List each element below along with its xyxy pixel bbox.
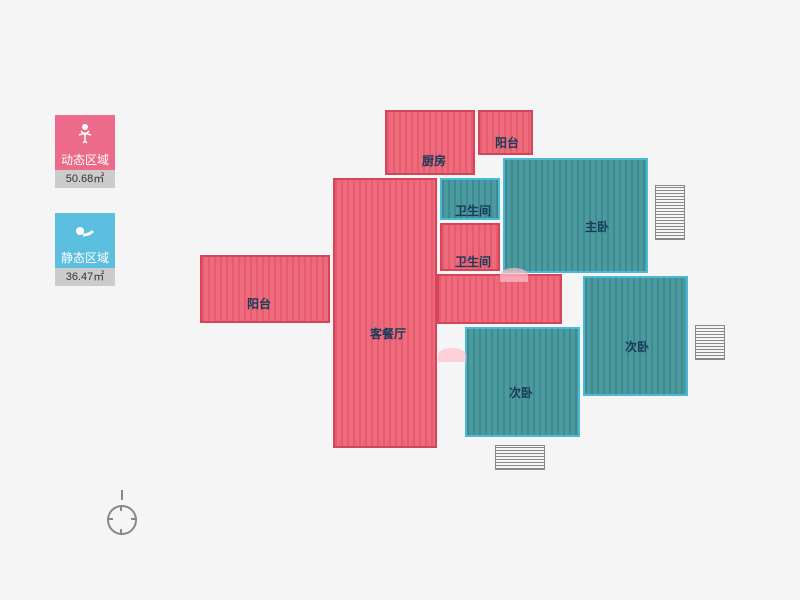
legend-static-label: 静态区域: [55, 248, 115, 268]
room-卫生间1: 卫生间: [440, 178, 500, 220]
door-swing: [438, 348, 466, 362]
window-marker: [495, 445, 545, 470]
room-次卧2: 次卧: [583, 276, 688, 396]
room-label: 卫生间: [455, 202, 491, 219]
room-label: 次卧: [509, 384, 533, 401]
room-阳台2: 阳台: [200, 255, 330, 323]
room-客餐厅: 客餐厅: [333, 178, 437, 448]
room-卫生间2: 卫生间: [440, 223, 500, 271]
room-阳台1: 阳台: [478, 110, 533, 155]
window-marker: [655, 185, 685, 240]
room-label: 次卧: [625, 338, 649, 355]
room-label: 卫生间: [455, 253, 491, 270]
room-主卧: 主卧: [503, 158, 648, 273]
door-swing: [500, 268, 528, 282]
room-label: 客餐厅: [370, 325, 406, 342]
people-icon: [55, 115, 115, 150]
compass-icon: [105, 490, 140, 535]
window-marker: [695, 325, 725, 360]
room-label: 主卧: [585, 218, 609, 235]
legend-dynamic: 动态区域 50.68㎡: [55, 115, 115, 188]
legend-dynamic-value: 50.68㎡: [55, 170, 115, 188]
room-厨房: 厨房: [385, 110, 475, 175]
room-label: 阳台: [247, 295, 271, 312]
room-次卧1: 次卧: [465, 327, 580, 437]
room-label: 阳台: [495, 134, 519, 151]
legend-panel: 动态区域 50.68㎡ 静态区域 36.47㎡: [55, 115, 115, 311]
floorplan-container: 厨房阳台卫生间主卧卫生间阳台客餐厅次卧次卧: [200, 100, 760, 520]
sleep-icon: [55, 213, 115, 248]
legend-static: 静态区域 36.47㎡: [55, 213, 115, 286]
legend-static-value: 36.47㎡: [55, 268, 115, 286]
room-label: 厨房: [422, 152, 446, 169]
legend-dynamic-label: 动态区域: [55, 150, 115, 170]
